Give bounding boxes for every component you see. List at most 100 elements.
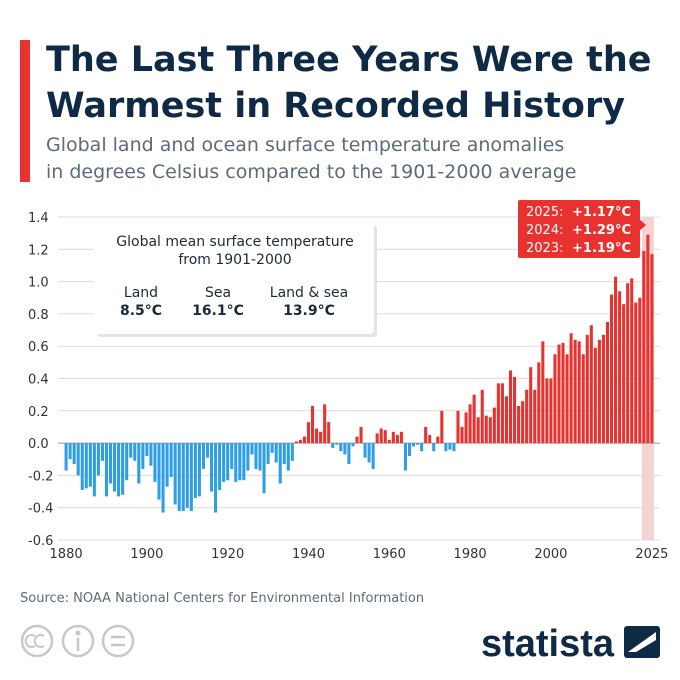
bar — [403, 443, 407, 471]
bar — [436, 436, 440, 444]
bar — [387, 439, 391, 444]
bar — [484, 415, 488, 444]
bar — [205, 443, 210, 458]
bar — [165, 443, 169, 487]
bar — [367, 443, 371, 463]
bar — [549, 378, 553, 444]
bar — [153, 443, 157, 482]
bar — [420, 443, 424, 452]
bar — [347, 443, 351, 465]
bar — [391, 431, 395, 444]
bar — [117, 443, 121, 497]
bar — [254, 443, 258, 469]
bar — [88, 443, 92, 487]
bar — [597, 339, 601, 444]
bar — [302, 436, 306, 444]
bar — [209, 443, 214, 492]
bar — [379, 428, 383, 444]
bar — [545, 378, 549, 444]
bar — [412, 443, 416, 447]
bar — [226, 443, 230, 481]
x-tick-label: 1980 — [454, 547, 487, 562]
bar — [266, 443, 270, 465]
bar — [339, 443, 343, 452]
bar — [375, 433, 379, 444]
bar — [585, 334, 589, 444]
bar — [476, 417, 480, 444]
bar — [92, 443, 96, 497]
bar — [428, 435, 432, 444]
bar — [104, 443, 109, 497]
info-label: Sea — [205, 285, 231, 301]
bar — [298, 439, 302, 444]
bar — [424, 426, 428, 444]
bar — [508, 370, 513, 444]
bar — [222, 443, 226, 482]
bar — [161, 443, 165, 513]
bar — [331, 443, 335, 448]
bar — [315, 428, 319, 444]
brand-icon — [624, 626, 660, 658]
bar — [250, 443, 254, 455]
x-tick-label: 1960 — [373, 547, 406, 562]
bar — [440, 410, 444, 444]
bar — [181, 443, 185, 511]
bar — [593, 347, 597, 444]
y-tick-label: 0.2 — [28, 405, 49, 420]
info-title: Global mean surface temperature — [116, 234, 353, 250]
bar — [521, 401, 525, 444]
y-tick-label: 1.2 — [28, 243, 49, 258]
annotation-box — [518, 200, 640, 258]
plot: -0.6 -0.4 -0.2 0.0 0.2 0.4 0.6 0.8 1.0 1.2 1.4 1880… — [28, 200, 668, 562]
bar — [448, 443, 452, 450]
bar — [311, 405, 315, 444]
bar — [618, 291, 622, 444]
bar — [80, 443, 84, 490]
info-value: 13.9°C — [283, 303, 335, 319]
bar — [581, 354, 585, 444]
bar — [561, 342, 565, 444]
bar — [492, 407, 496, 444]
bar — [185, 443, 189, 508]
bar — [553, 354, 557, 444]
y-tick-label: 0.0 — [28, 437, 49, 452]
bar — [189, 443, 193, 511]
bar — [64, 443, 68, 471]
y-tick-label: 1.0 — [28, 276, 49, 291]
bar — [529, 367, 533, 444]
accent-bar — [20, 40, 30, 182]
bar — [605, 321, 610, 444]
bar — [504, 396, 509, 444]
bar — [472, 394, 476, 444]
bar — [113, 443, 117, 492]
bar — [488, 417, 492, 444]
bar — [500, 383, 504, 444]
annotation-value: +1.17°C — [572, 205, 631, 220]
bar — [319, 431, 323, 444]
bar — [137, 443, 141, 484]
bar — [638, 297, 642, 444]
bar — [642, 250, 646, 444]
info-label: Land — [124, 285, 158, 301]
bar — [517, 405, 521, 444]
subtitle-line: in degrees Celsius compared to the 1901-… — [46, 161, 576, 183]
bar — [76, 443, 80, 476]
bar — [246, 443, 250, 471]
bar — [456, 410, 460, 444]
annotation-year: 2023: — [526, 241, 563, 256]
bar — [177, 443, 181, 511]
bar — [541, 341, 545, 444]
bar — [193, 443, 197, 499]
bar — [464, 412, 468, 444]
bar — [262, 443, 266, 494]
bar — [363, 443, 367, 458]
bar — [407, 443, 412, 457]
bar — [129, 443, 133, 458]
subtitle-line: Global land and ocean surface temperatur… — [46, 134, 564, 156]
bar — [557, 344, 561, 444]
bar — [452, 443, 456, 452]
bar — [634, 302, 638, 444]
bar — [444, 443, 448, 452]
bar — [290, 443, 294, 461]
bar — [355, 436, 359, 444]
